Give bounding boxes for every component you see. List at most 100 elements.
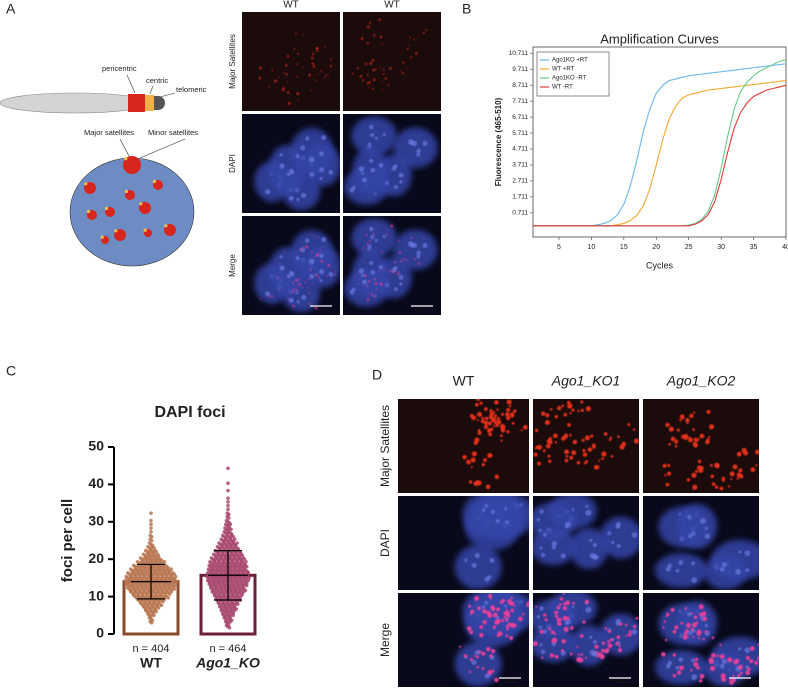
- satellite-spot: [684, 629, 689, 634]
- satellite-spot: [297, 99, 300, 102]
- dapi-spot: [299, 145, 306, 151]
- satellite-spot: [366, 299, 369, 302]
- satellite-spot: [533, 641, 538, 647]
- dapi-spot: [719, 663, 725, 669]
- satellite-spot: [587, 447, 593, 452]
- point: [149, 522, 153, 527]
- satellite-spot: [508, 404, 512, 408]
- dapi-spot: [607, 531, 612, 536]
- dapi-spot: [691, 531, 696, 536]
- satellite-spot: [308, 302, 311, 305]
- satellite-spot: [285, 73, 288, 76]
- satellite-spot: [628, 630, 633, 634]
- point-row: [223, 526, 233, 533]
- dapi-spot: [361, 273, 365, 278]
- satellite-spot: [314, 273, 318, 277]
- image-background: [643, 399, 759, 493]
- satellite-spot: [506, 407, 511, 412]
- satellite-spot: [308, 278, 311, 280]
- satellite-spot: [692, 484, 698, 490]
- satellite-spot: [477, 430, 482, 435]
- satellite-spot: [732, 464, 738, 470]
- satellite-spot: [477, 429, 481, 432]
- dapi-spot: [318, 151, 324, 157]
- satellite-spot: [271, 69, 274, 72]
- dapi-spot: [585, 606, 592, 613]
- dapi-spot: [368, 226, 374, 232]
- satellite-spot: [375, 288, 378, 290]
- dapi-spot: [305, 136, 310, 141]
- satellite-spot: [705, 439, 710, 445]
- micrograph: [242, 12, 340, 111]
- satellite-spot: [580, 400, 584, 404]
- satellite-spot: [513, 623, 517, 628]
- satellite-spot: [584, 599, 590, 604]
- y-tick-label: 8.711: [512, 82, 528, 89]
- satellite-spot: [505, 412, 510, 417]
- dapi-spot: [308, 156, 315, 163]
- satellite-spot: [394, 260, 397, 264]
- satellite-spot: [311, 62, 314, 65]
- dapi-spot: [393, 266, 398, 271]
- point-row: [208, 586, 248, 593]
- satellite-spot: [569, 652, 573, 656]
- satellite-spot: [281, 275, 283, 277]
- satellite-spot: [601, 648, 606, 653]
- point: [242, 557, 247, 561]
- dapi-spot: [309, 172, 315, 178]
- dapi-spot: [416, 152, 421, 157]
- column-label: WT: [283, 0, 299, 11]
- scale-bar-label: 10 μm: [735, 680, 745, 684]
- satellite-spot: [607, 640, 611, 643]
- dapi-spot: [744, 647, 751, 654]
- satellite-spot: [694, 470, 699, 474]
- satellite-spot: [738, 664, 744, 670]
- x-tick-label: 5: [557, 244, 561, 251]
- diagram-label: Major satellites: [84, 128, 134, 137]
- dapi-spot: [321, 236, 327, 243]
- satellite-spot: [699, 612, 704, 617]
- satellite-spot: [662, 626, 665, 629]
- y-tick-label: 7.711: [512, 98, 528, 105]
- satellite-spot: [576, 656, 582, 663]
- satellite-spot: [506, 627, 510, 631]
- dapi-spot: [378, 162, 384, 168]
- satellite-spot: [366, 25, 370, 29]
- satellite-spot: [549, 407, 553, 411]
- column-label: WT: [453, 373, 475, 389]
- satellite-spot: [368, 80, 371, 82]
- column-label: Ago1_KO1: [551, 373, 621, 389]
- satellite-spot: [410, 56, 413, 59]
- dapi-spot: [305, 238, 310, 243]
- dapi-spot: [484, 600, 489, 605]
- satellite-spot: [485, 610, 488, 614]
- satellite-spot: [548, 459, 552, 463]
- satellite-spot: [402, 61, 405, 64]
- dapi-spot: [560, 553, 566, 559]
- dapi-spot: [410, 242, 415, 248]
- dapi-spot: [296, 300, 300, 304]
- satellite-spot: [674, 625, 679, 630]
- image-content: [242, 114, 340, 213]
- point: [244, 583, 249, 588]
- satellite-spot: [381, 88, 383, 91]
- satellite-spot: [382, 68, 385, 72]
- point-row: [226, 488, 230, 493]
- satellite-spot: [687, 437, 693, 443]
- satellite-spot: [300, 286, 303, 288]
- satellite-spot: [559, 603, 562, 606]
- satellite-spot: [368, 279, 371, 283]
- satellite-spot: [672, 673, 677, 678]
- satellite-spot: [736, 451, 742, 457]
- satellite-spot: [500, 427, 506, 433]
- dapi-spot: [349, 187, 355, 193]
- satellite-spot: [278, 289, 281, 291]
- satellite-spot: [304, 281, 307, 284]
- dapi-spot: [539, 546, 543, 550]
- satellite-spot: [692, 635, 695, 638]
- satellite-spot: [366, 242, 369, 245]
- dapi-spot: [471, 562, 477, 568]
- satellite-spot: [493, 414, 498, 418]
- satellite-spot: [672, 653, 676, 657]
- y-tick-label: 1.711: [512, 194, 528, 201]
